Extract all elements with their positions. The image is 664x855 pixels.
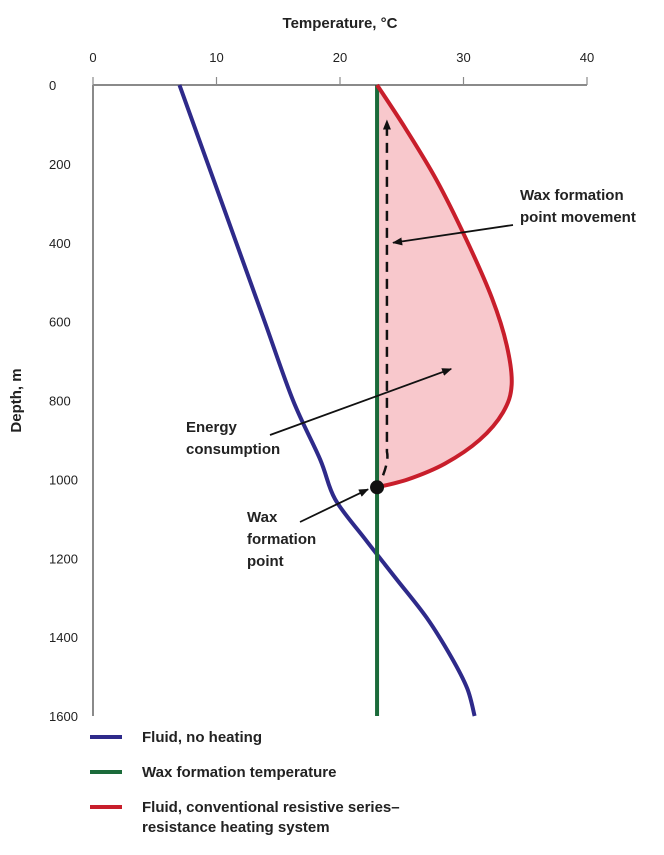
- legend-label: Fluid, conventional resistive series–res…: [142, 799, 400, 836]
- y-tick-label: 1600: [49, 709, 78, 724]
- x-axis-title: Temperature, °C: [283, 15, 398, 32]
- series-fluid-heated: [375, 83, 514, 490]
- x-tick-label: 30: [456, 50, 470, 65]
- annotation-arrow: [299, 488, 369, 523]
- y-tick-label: 400: [49, 236, 71, 251]
- annotation-text: point movement: [520, 209, 636, 226]
- annotation-wax-formation-point: Wax formation point: [247, 488, 369, 570]
- chart-legend: Fluid, no heating Wax formation temperat…: [90, 728, 650, 853]
- annotation-wax-point-movement: Wax formation point movement: [392, 187, 636, 246]
- annotation-text: Wax: [247, 509, 278, 526]
- legend-swatch: [90, 770, 122, 774]
- annotation-text: point: [247, 553, 284, 570]
- y-tick-label: 600: [49, 315, 71, 330]
- y-tick-label: 1000: [49, 472, 78, 487]
- y-tick-label: 800: [49, 394, 71, 409]
- legend-swatch: [90, 805, 122, 809]
- x-tick-label: 0: [89, 50, 96, 65]
- y-axis-title: Depth, m: [8, 368, 25, 432]
- legend-item-no-heating: Fluid, no heating: [90, 728, 650, 748]
- annotation-text: Wax formation: [520, 187, 624, 204]
- y-tick-label: 200: [49, 157, 71, 172]
- legend-label: Wax formation temperature: [142, 764, 337, 781]
- x-tick-label: 40: [580, 50, 594, 65]
- y-tick-label: 1400: [49, 630, 78, 645]
- legend-swatch: [90, 735, 122, 739]
- x-tick-label: 20: [333, 50, 347, 65]
- wax-movement-dashed-arrow: [381, 119, 391, 476]
- wax-formation-point-marker: [370, 480, 385, 495]
- annotation-arrow: [269, 368, 453, 436]
- annotation-arrow: [392, 224, 514, 246]
- energy-consumption-region: [377, 85, 512, 488]
- annotation-text: consumption: [186, 441, 280, 458]
- series-fluid-no-heating: [177, 84, 477, 717]
- y-tick-label: 1200: [49, 551, 78, 566]
- y-tick-label: 0: [49, 78, 56, 93]
- annotation-text: Energy: [186, 419, 238, 436]
- legend-item-wax-temperature: Wax formation temperature: [90, 763, 650, 783]
- annotation-energy-consumption: Energy consumption: [186, 368, 453, 458]
- annotation-text: formation: [247, 531, 316, 548]
- depth-temperature-chart: Temperature, °C Depth, m 0 10 20 30 40020040…: [8, 15, 636, 724]
- legend-label: Fluid, no heating: [142, 729, 262, 746]
- legend-item-heating-system: Fluid, conventional resistive series–res…: [90, 798, 650, 838]
- x-tick-label: 10: [209, 50, 223, 65]
